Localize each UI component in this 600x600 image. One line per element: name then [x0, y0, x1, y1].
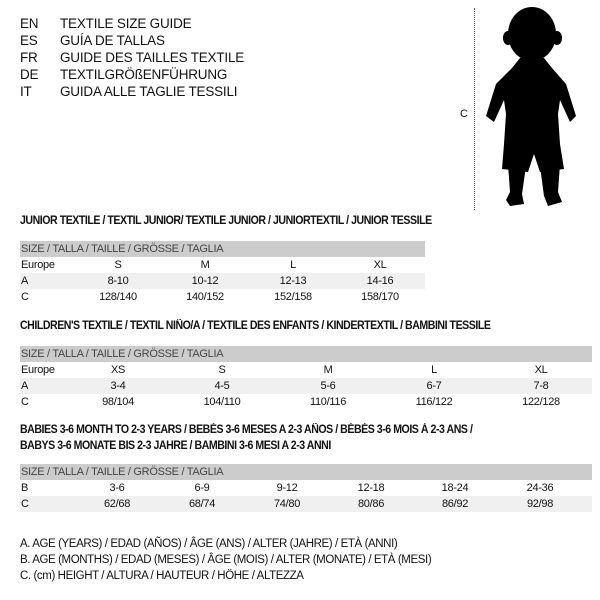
table-row: Europe XS S M L XL [20, 362, 592, 378]
children-size-table: SIZE / TALLA / TAILLE / GRÖSSE / TAGLIA … [20, 346, 592, 410]
table-cell: XS [110, 364, 126, 376]
babies-section-title-line2: BABYS 3-6 MONATE BIS 2-3 JAHRE / BAMBINI… [20, 440, 331, 452]
table-cell: 9-12 [276, 482, 298, 494]
table-cell: 3-4 [110, 380, 126, 392]
table-cell: 6-9 [194, 482, 210, 494]
babies-size-table: SIZE / TALLA / TAILLE / GRÖSSE / TAGLIA … [20, 464, 592, 512]
table-row: A 3-4 4-5 5-6 6-7 7-8 [20, 378, 592, 394]
row-label: A [21, 380, 29, 392]
lang-code: EN [20, 16, 39, 31]
table-cell: 74/80 [273, 498, 301, 510]
table-row: Europe S M L XL [20, 257, 425, 273]
table-cell: 98/104 [102, 396, 134, 408]
height-measure-label: C [460, 108, 468, 120]
header-label: SIZE / TALLA / TAILLE / GRÖSSE / TAGLIA [21, 348, 224, 360]
table-cell: 24-36 [526, 482, 554, 494]
legend-c: C. (cm) HEIGHT / ALTURA / HAUTEUR / HÖHE… [20, 570, 304, 582]
row-label: A [21, 275, 29, 287]
lang-code: IT [20, 84, 32, 99]
table-cell: 62/68 [103, 498, 131, 510]
legend-a: A. AGE (YEARS) / EDAD (AÑOS) / ÂGE (ANS)… [20, 538, 398, 550]
table-cell: 140/152 [186, 291, 224, 303]
table-cell: S [114, 259, 122, 271]
table-cell: XL [373, 259, 387, 271]
table-cell: 158/170 [361, 291, 399, 303]
table-cell: 110/116 [309, 396, 347, 408]
row-label: B [21, 482, 29, 494]
table-cell: 128/140 [99, 291, 137, 303]
table-header: SIZE / TALLA / TAILLE / GRÖSSE / TAGLIA [20, 346, 592, 362]
table-cell: 86/92 [441, 498, 469, 510]
table-cell: 12-18 [357, 482, 385, 494]
table-row: C 62/68 68/74 74/80 80/86 86/92 92/98 [20, 496, 592, 512]
table-cell: 80/86 [357, 498, 385, 510]
junior-section-title: JUNIOR TEXTILE / TEXTIL JUNIOR/ TEXTILE … [20, 215, 432, 227]
table-row: C 98/104 104/110 110/116 116/122 122/128 [20, 394, 592, 410]
table-cell: 116/122 [415, 396, 453, 408]
table-cell: M [200, 259, 210, 271]
table-cell: 68/74 [188, 498, 216, 510]
row-label: C [21, 498, 29, 510]
table-cell: 5-6 [320, 380, 336, 392]
table-row: B 3-6 6-9 9-12 12-18 18-24 24-36 [20, 480, 592, 496]
table-cell: 92/98 [526, 498, 554, 510]
lang-code: DE [20, 67, 39, 82]
table-cell: 18-24 [441, 482, 469, 494]
row-label: C [21, 396, 29, 408]
table-header: SIZE / TALLA / TAILLE / GRÖSSE / TAGLIA [20, 464, 592, 480]
lang-title: TEXTILE SIZE GUIDE [60, 16, 192, 31]
babies-section-title-line1: BABIES 3-6 MONTH TO 2-3 YEARS / BEBÉS 3-… [20, 424, 473, 436]
row-label: Europe [21, 259, 55, 271]
lang-title: GUIDA ALLE TAGLIE TESSILI [60, 84, 238, 99]
table-cell: 6-7 [426, 380, 442, 392]
row-label: C [21, 291, 29, 303]
table-cell: 8-10 [107, 275, 129, 287]
lang-code: ES [20, 33, 38, 48]
lang-title: GUIDE DES TAILLES TEXTILE [60, 50, 245, 65]
table-cell: L [431, 364, 437, 376]
height-measure-line [474, 8, 475, 210]
table-cell: 104/110 [203, 396, 241, 408]
table-cell: 4-5 [214, 380, 230, 392]
baby-silhouette-icon [486, 7, 576, 206]
lang-code: FR [20, 50, 38, 65]
table-row: C 128/140 140/152 152/158 158/170 [20, 289, 425, 305]
table-cell: 3-6 [109, 482, 125, 494]
table-cell: 152/158 [274, 291, 312, 303]
lang-title: GUÍA DE TALLAS [60, 33, 165, 48]
junior-size-table: SIZE / TALLA / TAILLE / GRÖSSE / TAGLIA … [20, 241, 425, 305]
children-section-title: CHILDREN'S TEXTILE / TEXTIL NIÑO/A / TEX… [20, 320, 491, 332]
header-label: SIZE / TALLA / TAILLE / GRÖSSE / TAGLIA [21, 466, 224, 478]
row-label: Europe [21, 364, 55, 376]
table-cell: 10-12 [191, 275, 219, 287]
table-row: A 8-10 10-12 12-13 14-16 [20, 273, 425, 289]
table-cell: S [218, 364, 226, 376]
legend-b: B. AGE (MONTHS) / EDAD (MESES) / ÂGE (MO… [20, 554, 432, 566]
table-cell: L [290, 259, 296, 271]
table-cell: 7-8 [533, 380, 549, 392]
table-cell: 122/128 [522, 396, 560, 408]
table-cell: 14-16 [366, 275, 394, 287]
header-label: SIZE / TALLA / TAILLE / GRÖSSE / TAGLIA [21, 243, 224, 255]
table-cell: M [323, 364, 333, 376]
lang-title: TEXTILGRÖßENFÜHRUNG [60, 67, 228, 82]
table-cell: XL [534, 364, 548, 376]
table-cell: 12-13 [279, 275, 307, 287]
table-header: SIZE / TALLA / TAILLE / GRÖSSE / TAGLIA [20, 241, 425, 257]
